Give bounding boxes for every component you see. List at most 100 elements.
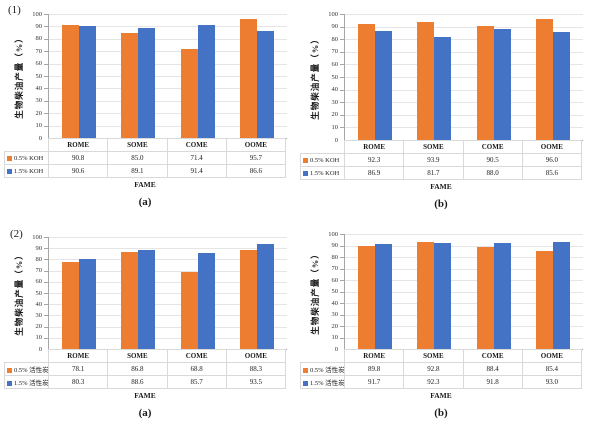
table-corner-cell: [4, 138, 49, 152]
y-tick-label: 20: [35, 109, 43, 117]
x-axis-title: FAME: [134, 391, 156, 400]
bar-slots: [49, 14, 287, 138]
value-cell: 86.8: [107, 362, 168, 376]
category-slot: [405, 14, 465, 140]
legend-cell: 0.5% KOH: [300, 153, 345, 167]
value-cell: 85.7: [166, 375, 227, 389]
gridline: [49, 125, 287, 127]
bar: [357, 245, 375, 349]
axis-tick-mark: [44, 337, 48, 339]
axis-tick-mark: [44, 113, 48, 115]
bar: [61, 261, 79, 349]
chart-panel-1a: (1) 生物柴油产量（%） 0 10 20 30 40 50 60 70 80 90 100 ROME SO…: [0, 0, 300, 216]
gridline: [49, 293, 287, 294]
value-cell: 86.9: [343, 166, 405, 180]
value-cell: 89.1: [107, 164, 168, 178]
gridline: [345, 14, 583, 15]
axis-tick-mark: [44, 281, 48, 283]
category-header: OOME: [225, 349, 287, 363]
category-header-row: ROME SOME COME OOME: [4, 349, 287, 363]
data-table: ROME SOME COME OOME 0.5% KOH 92.3 93.9 90.5 96.0…: [300, 140, 583, 180]
category-header: OOME: [225, 138, 287, 152]
legend-label: 1.5% 活性炭: [310, 380, 345, 387]
gridline: [49, 100, 287, 102]
axis-tick-mark: [44, 293, 48, 294]
subfigure-caption: (b): [434, 198, 448, 210]
axis-tick-mark: [44, 304, 48, 306]
bar-slots: [345, 14, 583, 140]
legend-swatch: [7, 168, 12, 174]
data-table: ROME SOME COME OOME 0.5% 活性炭 78.1 86.8 68.8 88.3…: [4, 349, 287, 389]
value-cell: 92.3: [403, 375, 464, 389]
axis-tick-mark: [44, 100, 48, 102]
category-header: ROME: [343, 349, 405, 363]
axis-tick-mark: [340, 102, 344, 104]
axis-tick-mark: [44, 88, 48, 90]
gridline: [49, 14, 287, 15]
axis-tick-mark: [44, 51, 48, 53]
gridline: [345, 245, 583, 247]
value-cell: 95.7: [225, 151, 287, 165]
subfigure-caption: (a): [138, 196, 152, 208]
y-tick-label: 30: [35, 97, 43, 105]
legend-cell: 1.5% 活性炭: [300, 375, 345, 389]
gridline: [345, 51, 583, 53]
y-tick-label: 10: [331, 334, 339, 341]
axis-tick-mark: [340, 127, 344, 129]
legend-swatch: [303, 170, 308, 176]
category-slot: [345, 14, 405, 140]
category-slot: [49, 14, 109, 138]
legend-swatch: [7, 155, 12, 161]
value-cell: 88.6: [107, 375, 168, 389]
axis-tick-mark: [44, 248, 48, 250]
x-axis-title: FAME: [430, 182, 452, 191]
axis-tick-mark: [340, 314, 344, 316]
legend-label: 0.5% 活性炭: [14, 367, 49, 374]
gridline: [345, 102, 583, 104]
table-body: ROME SOME COME OOME 0.5% KOH 92.3 93.9 90.5 96.0…: [300, 140, 583, 180]
axis-tick-mark: [340, 280, 344, 281]
axis-tick-mark: [44, 326, 48, 328]
gridline: [345, 234, 583, 235]
axis-tick-mark: [340, 268, 344, 270]
axis-tick-mark: [340, 291, 344, 293]
panel-number-label: (1): [8, 4, 21, 16]
category-header: ROME: [47, 349, 109, 363]
value-cell: 93.9: [403, 153, 464, 167]
value-cell: 90.5: [462, 153, 523, 167]
axis-tick-mark: [340, 326, 344, 327]
category-slot: [228, 237, 288, 349]
gridline: [345, 257, 583, 258]
bar-slots: [49, 237, 287, 349]
y-tick-label: 60: [35, 278, 43, 286]
y-tick-label: 30: [35, 311, 43, 319]
legend-swatch: [7, 368, 12, 374]
gridline: [49, 237, 287, 238]
bar: [434, 37, 452, 140]
axis-tick-mark: [44, 14, 48, 15]
axis-tick-mark: [44, 38, 48, 40]
axis-tick-mark: [340, 26, 344, 28]
bar: [257, 30, 275, 138]
gridline: [49, 38, 287, 40]
bar-slots: [345, 234, 583, 349]
category-header: ROME: [47, 138, 109, 152]
value-cell: 80.3: [47, 375, 109, 389]
gridline: [49, 304, 287, 306]
series-row: 1.5% KOH 86.9 81.7 88.0 85.6: [300, 166, 583, 180]
subfigure-caption: (b): [434, 407, 448, 419]
value-cell: 88.4: [462, 362, 523, 376]
bar: [357, 23, 375, 140]
y-tick-label: 100: [32, 10, 42, 18]
y-tick-label: 0: [38, 134, 42, 142]
bar: [121, 251, 139, 349]
plot-area: [44, 14, 287, 139]
value-cell: 90.6: [47, 164, 109, 178]
gridline: [49, 26, 287, 28]
value-cell: 78.1: [47, 362, 109, 376]
category-header: ROME: [343, 140, 405, 154]
bar: [240, 19, 258, 138]
category-slot: [464, 14, 524, 140]
y-tick-label: 40: [331, 299, 339, 307]
series-row: 0.5% 活性炭 78.1 86.8 68.8 88.3: [4, 362, 287, 376]
